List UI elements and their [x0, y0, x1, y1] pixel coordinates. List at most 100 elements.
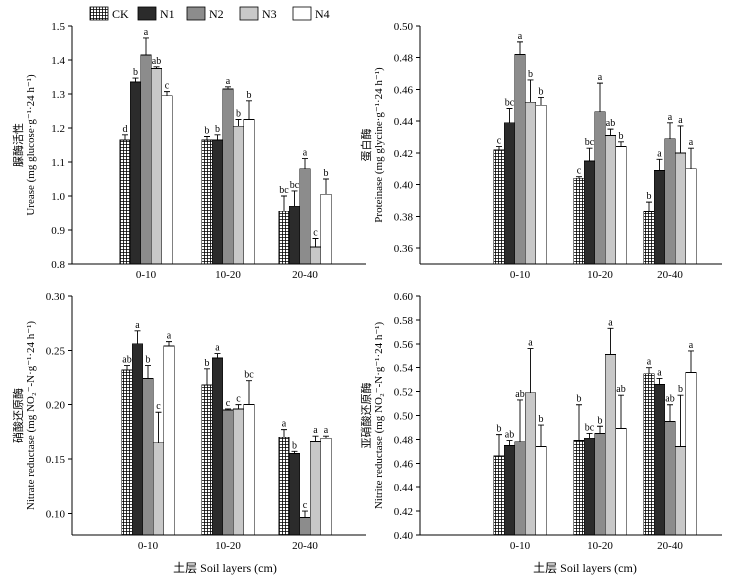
urease-bar-n3-0-10: [150, 68, 163, 265]
protease-bar-ck-0-10: [493, 149, 505, 265]
nitrate-error-bar: [166, 341, 172, 346]
urease-error-bar: [214, 134, 221, 140]
nitrite-y-tick-label: 0.50: [394, 411, 414, 423]
urease-significance-letter: b: [236, 109, 241, 120]
nitrite-y-tick-label: 0.60: [394, 291, 414, 303]
urease-bar-n3-10-20: [232, 125, 245, 265]
urease-significance-letter: a: [303, 148, 308, 159]
nitrite-significance-letter: b: [678, 384, 683, 395]
legend-label-n4: N4: [315, 7, 330, 21]
nitrite-category-label: 0-10: [510, 540, 531, 552]
urease-bar-n2-10-20: [222, 88, 234, 265]
protease-error-bar: [607, 128, 614, 136]
protease-significance-letter: c: [577, 166, 582, 177]
protease-category-label: 20-40: [657, 269, 683, 281]
nitrate-bar-n3-10-20: [232, 408, 245, 536]
nitrite-y-tick-label: 0.46: [394, 458, 414, 470]
nitrite-error-bar: [618, 394, 624, 429]
nitrate-error-bar: [312, 435, 319, 442]
urease-category-label: 20-40: [292, 269, 318, 281]
nitrate-bar-n4-0-10: [163, 345, 175, 536]
protease-significance-letter: a: [598, 72, 603, 83]
urease-error-bar: [246, 100, 252, 120]
nitrate-error-bar: [302, 510, 308, 518]
nitrite-ylabel-en: Nitrite reductase (mg NO₂⁻-N·g⁻¹·24 h⁻¹): [373, 322, 385, 510]
urease-significance-letter: bc: [290, 180, 300, 191]
urease-error-bar: [225, 86, 231, 89]
urease-significance-letter: b: [215, 124, 220, 135]
urease-significance-letter: b: [133, 67, 138, 78]
nitrate-significance-letter: a: [313, 425, 318, 436]
urease-error-bar: [143, 37, 149, 55]
protease-error-bar: [538, 96, 544, 106]
protease-significance-letter: b: [647, 191, 652, 202]
nitrate-bar-n2-10-20: [222, 409, 234, 536]
nitrite-bar-n3-0-10: [524, 392, 537, 536]
urease-error-bar: [204, 136, 210, 140]
urease-bar-n1-10-20: [211, 139, 224, 265]
protease-error-bar: [576, 176, 582, 179]
nitrite-category-label: 10-20: [587, 540, 613, 552]
nitrate-reductase-panel: 0.10 0.15 0.20 0.25 0.30 硝酸还原酶 Nitrate reducta…: [11, 291, 366, 552]
protease-bar-ck-20-40: [643, 211, 655, 265]
nitrate-bar-ck-20-40: [278, 436, 290, 536]
nitrate-significance-letter: b: [146, 355, 151, 366]
urease-significance-letter: d: [123, 124, 128, 135]
protease-error-bar: [688, 147, 694, 169]
nitrite-significance-letter: b: [497, 424, 502, 435]
protease-y-tick-label: 0.36: [394, 243, 414, 255]
nitrite-error-bar: [496, 434, 502, 457]
protease-y-tick-label: 0.40: [394, 180, 414, 192]
protease-bar-n1-20-40: [653, 169, 666, 265]
urease-bar-n3-20-40: [309, 246, 322, 265]
protease-error-bar: [618, 141, 624, 147]
urease-bar-ck-20-40: [278, 210, 290, 265]
nitrate-significance-letter: a: [215, 343, 220, 354]
nitrite-y-tick-label: 0.44: [394, 482, 414, 494]
nitrate-category-label: 20-40: [292, 540, 318, 552]
urease-y-tick-label: 1.4: [51, 55, 65, 67]
nitrate-y-tick-label: 0.20: [46, 400, 66, 412]
urease-ylabel-cn: 脲酶活性: [11, 123, 25, 167]
urease-y-tick-label: 1.3: [51, 89, 65, 101]
urease-significance-letter: b: [205, 126, 210, 137]
nitrate-category-label: 0-10: [138, 540, 159, 552]
protease-error-bar: [586, 147, 593, 161]
nitrate-error-bar: [155, 411, 162, 443]
nitrite-bar-n4-20-40: [685, 372, 697, 536]
nitrite-error-bar: [517, 399, 523, 442]
nitrate-error-bar: [204, 368, 210, 386]
nitrate-bar-n3-20-40: [309, 441, 322, 536]
nitrite-y-tick-label: 0.56: [394, 339, 414, 351]
urease-y-tick-label: 0.9: [51, 225, 65, 237]
protease-significance-letter: a: [689, 137, 694, 148]
urease-significance-letter: c: [165, 81, 170, 92]
urease-category-label: 0-10: [136, 269, 157, 281]
nitrate-significance-letter: a: [282, 419, 287, 430]
nitrate-y-tick-label: 0.10: [46, 508, 66, 520]
protease-error-bar: [597, 82, 603, 112]
protease-category-label: 10-20: [587, 269, 613, 281]
protease-significance-letter: bc: [505, 98, 515, 109]
nitrate-bar-n1-20-40: [288, 453, 301, 536]
legend-label-n1: N1: [160, 7, 175, 21]
nitrate-bar-n4-10-20: [243, 404, 255, 536]
nitrite-significance-letter: a: [657, 367, 662, 378]
nitrite-y-tick-label: 0.58: [394, 315, 414, 327]
x-axis-label-left: 土层 Soil layers (cm): [173, 561, 277, 575]
urease-error-bar: [302, 158, 308, 169]
protease-bar-n2-0-10: [514, 54, 526, 265]
urease-bar-n4-20-40: [320, 193, 332, 265]
urease-bar-ck-10-20: [201, 139, 213, 265]
urease-bar-n1-20-40: [288, 205, 301, 265]
nitrite-bar-n2-0-10: [514, 441, 526, 536]
nitrate-error-bar: [291, 450, 298, 454]
nitrate-significance-letter: b: [205, 358, 210, 369]
nitrite-error-bar: [607, 327, 614, 355]
legend: CK N1 N2 N3 N4: [89, 6, 330, 21]
nitrate-bar-n1-10-20: [211, 357, 224, 536]
nitrite-ylabel-cn: 亚硝酸还原酶: [359, 383, 373, 449]
legend-swatch-ck: [89, 6, 109, 21]
nitrite-significance-letter: b: [577, 394, 582, 405]
nitrate-significance-letter: b: [292, 440, 297, 451]
